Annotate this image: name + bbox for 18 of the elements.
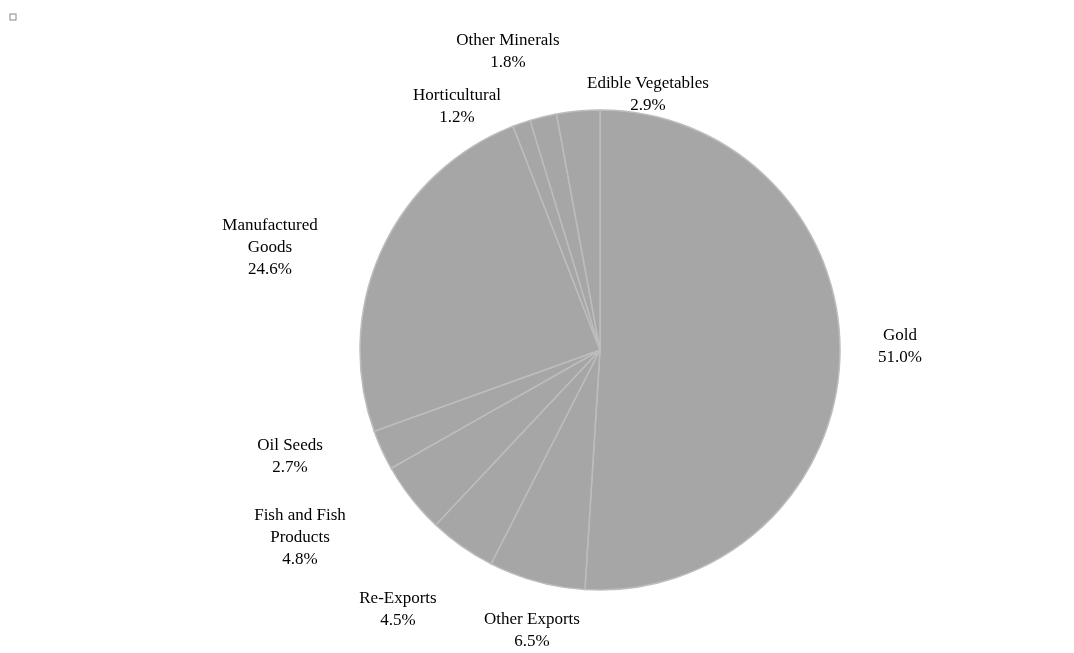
data-label: 51.0% — [878, 347, 922, 366]
slice-label: Horticultural — [413, 85, 502, 104]
data-label: 1.8% — [490, 52, 526, 71]
data-label: 4.8% — [282, 549, 318, 568]
slice-label: Edible Vegetables — [587, 73, 709, 92]
slice-label: Manufactured Goods — [222, 215, 319, 256]
slice-label: Fish and Fish Products — [254, 505, 347, 546]
data-label: 1.2% — [439, 107, 475, 126]
slice-label: Other Exports — [484, 609, 580, 628]
slice-label: Gold — [883, 325, 918, 344]
data-label: 6.5% — [514, 631, 550, 650]
data-label: 24.6% — [248, 259, 292, 278]
data-label: 2.9% — [630, 95, 666, 114]
data-label: 4.5% — [380, 610, 416, 629]
slice-label: Oil Seeds — [257, 435, 323, 454]
slice-label: Other Minerals — [456, 30, 560, 49]
data-label: 2.7% — [272, 457, 308, 476]
slice-label: Re-Exports — [359, 588, 437, 607]
